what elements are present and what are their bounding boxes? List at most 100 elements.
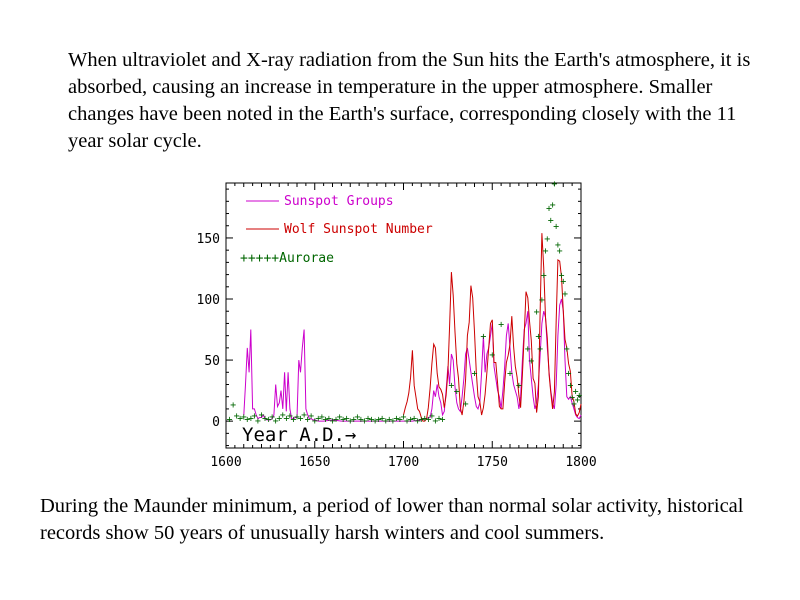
x-tick-label: 1700 bbox=[388, 455, 419, 470]
aurorae-marker: + bbox=[574, 395, 580, 406]
aurorae-marker: + bbox=[230, 400, 236, 411]
aurorae-marker: + bbox=[255, 416, 261, 427]
aurorae-marker: + bbox=[569, 393, 575, 404]
aurorae-marker: + bbox=[498, 319, 504, 330]
aurorae-marker: + bbox=[390, 416, 396, 427]
aurorae-marker: + bbox=[463, 399, 469, 410]
aurorae-marker: + bbox=[393, 413, 399, 424]
aurorae-marker: + bbox=[308, 411, 314, 422]
aurorae-marker: + bbox=[397, 415, 403, 426]
aurorae-marker: + bbox=[283, 413, 289, 424]
aurorae-marker: + bbox=[258, 410, 264, 421]
aurorae-marker: + bbox=[454, 387, 460, 398]
aurorae-marker: + bbox=[262, 413, 268, 424]
aurorae-marker: + bbox=[573, 387, 579, 398]
aurorae-marker: + bbox=[351, 415, 357, 426]
legend-label-groups: Sunspot Groups bbox=[284, 194, 394, 209]
aurorae-marker: + bbox=[551, 179, 557, 190]
aurorae-marker: + bbox=[372, 416, 378, 427]
aurorae-marker: + bbox=[480, 332, 486, 343]
aurorae-marker: + bbox=[411, 413, 417, 424]
y-tick-label: 0 bbox=[212, 415, 220, 430]
series-layer: ++++++++++++++++++++++++++++++++++++++++… bbox=[227, 179, 583, 427]
aurorae-marker: + bbox=[528, 356, 534, 367]
aurorae-marker: + bbox=[354, 412, 360, 423]
aurorae-marker: + bbox=[576, 390, 582, 401]
aurorae-marker: + bbox=[546, 203, 552, 214]
aurorae-marker: + bbox=[326, 413, 332, 424]
aurorae-marker: + bbox=[408, 415, 414, 426]
aurorae-marker: + bbox=[567, 380, 573, 391]
x-tick-label: 1750 bbox=[477, 455, 508, 470]
aurorae-marker: + bbox=[344, 413, 350, 424]
aurorae-marker: + bbox=[322, 415, 328, 426]
aurorae-marker: + bbox=[315, 413, 321, 424]
aurorae-marker: + bbox=[440, 415, 446, 426]
aurorae-marker: + bbox=[400, 412, 406, 423]
aurorae-marker: + bbox=[280, 410, 286, 421]
aurorae-marker: + bbox=[386, 415, 392, 426]
aurorae-marker: + bbox=[541, 271, 547, 282]
series-line-wolf bbox=[403, 233, 582, 422]
series-line-groups bbox=[243, 298, 582, 422]
aurorae-marker: + bbox=[301, 410, 307, 421]
axis-tick-labels: 1600 1650 1700 1750 1800 0 50 100 150 bbox=[197, 232, 597, 470]
outro-paragraph: During the Maunder minimum, a period of … bbox=[40, 495, 744, 544]
aurorae-marker: + bbox=[571, 399, 577, 410]
x-tick-label: 1650 bbox=[299, 455, 330, 470]
aurorae-marker: + bbox=[548, 216, 554, 227]
aurorae-marker: + bbox=[234, 411, 240, 422]
x-tick-label: 1600 bbox=[210, 455, 241, 470]
aurorae-marker: + bbox=[555, 240, 561, 251]
aurorae-marker: + bbox=[287, 411, 293, 422]
aurorae-marker: + bbox=[507, 368, 513, 379]
aurorae-marker: + bbox=[436, 413, 442, 424]
aurorae-marker: + bbox=[566, 368, 572, 379]
legend: Sunspot Groups Wolf Sunspot Number +++++Au… bbox=[240, 194, 433, 266]
y-tick-label: 100 bbox=[197, 293, 220, 308]
aurorae-marker: + bbox=[290, 415, 296, 426]
aurorae-marker: + bbox=[340, 415, 346, 426]
legend-label-wolf: Wolf Sunspot Number bbox=[284, 222, 433, 237]
aurorae-marker: + bbox=[369, 415, 375, 426]
aurorae-marker: + bbox=[471, 368, 477, 379]
aurorae-marker: + bbox=[294, 412, 300, 423]
x-axis-label: Year A.D.→ bbox=[242, 424, 356, 446]
legend-label-aurorae: +++++Aurorae bbox=[240, 251, 334, 266]
aurorae-marker: + bbox=[564, 344, 570, 355]
aurorae-marker: + bbox=[562, 289, 568, 300]
aurorae-marker: + bbox=[539, 295, 545, 306]
aurorae-marker: + bbox=[248, 413, 254, 424]
aurorae-marker: + bbox=[489, 350, 495, 361]
aurorae-marker: + bbox=[429, 411, 435, 422]
aurorae-marker: + bbox=[425, 415, 431, 426]
aurorae-marker: + bbox=[365, 413, 371, 424]
aurorae-marker: + bbox=[448, 380, 454, 391]
aurorae-marker: + bbox=[516, 380, 522, 391]
aurorae-marker: + bbox=[542, 246, 548, 257]
aurorae-marker: + bbox=[418, 415, 424, 426]
aurorae-marker: + bbox=[553, 222, 559, 233]
aurorae-marker: + bbox=[269, 412, 275, 423]
aurorae-marker: + bbox=[319, 412, 325, 423]
aurorae-marker: + bbox=[329, 416, 335, 427]
x-tick-label: 1800 bbox=[565, 455, 596, 470]
aurorae-marker: + bbox=[415, 416, 421, 427]
y-tick-label: 150 bbox=[197, 232, 220, 247]
y-tick-label: 50 bbox=[204, 354, 220, 369]
aurorae-marker: + bbox=[312, 416, 318, 427]
aurorae-marker: + bbox=[557, 246, 563, 257]
aurorae-marker: + bbox=[361, 416, 367, 427]
aurorae-marker: + bbox=[237, 413, 243, 424]
aurorae-marker: + bbox=[558, 271, 564, 282]
aurorae-marker: + bbox=[305, 415, 311, 426]
aurorae-marker: + bbox=[227, 415, 233, 426]
aurorae-marker: + bbox=[276, 413, 282, 424]
aurorae-marker: + bbox=[358, 415, 364, 426]
aurorae-marker: + bbox=[333, 415, 339, 426]
aurorae-marker: + bbox=[347, 416, 353, 427]
aurorae-marker: + bbox=[560, 277, 566, 288]
aurorae-marker: + bbox=[244, 415, 250, 426]
aurorae-marker: + bbox=[376, 415, 382, 426]
